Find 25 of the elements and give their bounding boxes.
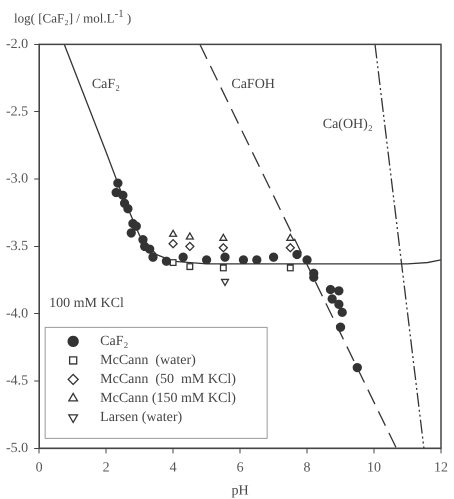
y-tick-label: -3.5 <box>6 239 28 254</box>
y-tick-label: -2.5 <box>6 104 28 120</box>
x-tick-label: 12 <box>434 460 448 476</box>
legend-label: McCann (50 mM KCl) <box>100 372 236 388</box>
series-label: Ca(OH)₂ <box>322 117 373 132</box>
annotation: 100 mM KCl <box>49 296 124 312</box>
legend-label: CaF₂ <box>100 334 128 350</box>
legend-label: Larsen (water) <box>100 410 183 426</box>
y-tick-label: -5.0 <box>6 441 28 456</box>
y-tick-label: -4.0 <box>6 306 28 322</box>
x-tick-label: 8 <box>304 460 311 476</box>
series-label: CaFOH <box>231 77 275 92</box>
y-tick-label: -4.5 <box>6 374 28 389</box>
y-axis-title: log( [CaF₂] / mol.L$^{-1}$ ) <box>14 8 132 26</box>
x-tick-label: 6 <box>236 460 244 476</box>
y-tick-label: -3.0 <box>6 172 28 187</box>
x-tick-label: 10 <box>367 460 382 476</box>
x-axis-title: pH <box>232 483 249 498</box>
series-label: CaF₂ <box>92 77 120 92</box>
y-tick-label: -2.0 <box>6 37 28 52</box>
x-tick-label: 2 <box>102 460 110 476</box>
x-tick-label: 4 <box>170 460 177 476</box>
legend-label: McCann (150 mM KCl) <box>100 391 236 406</box>
x-tick-label: 0 <box>36 460 43 476</box>
legend-label: McCann (water) <box>100 353 196 368</box>
